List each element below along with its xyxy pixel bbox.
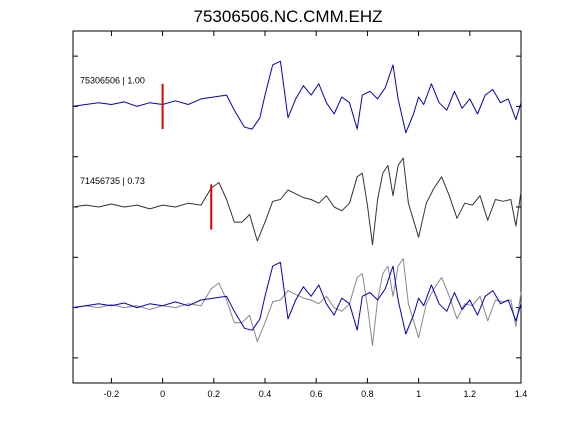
- trace-label: 71456735 | 0.73: [80, 176, 145, 186]
- trace-line: [72, 258, 522, 346]
- x-tick-label: 1.4: [515, 389, 528, 399]
- x-tick-label: 0: [160, 389, 165, 399]
- chart-title: 75306506.NC.CMM.EHZ: [193, 7, 383, 26]
- x-tick-label: 0.6: [310, 389, 323, 399]
- x-tick-label: 1.2: [464, 389, 477, 399]
- trace-line: [72, 60, 522, 134]
- x-tick-label: -0.2: [104, 389, 120, 399]
- x-tick-label: 0.4: [259, 389, 272, 399]
- trace-line: [72, 157, 522, 246]
- x-tick-label: 0.2: [208, 389, 221, 399]
- x-tick-label: 1: [416, 389, 421, 399]
- trace-line: [72, 261, 522, 335]
- trace-label: 75306506 | 1.00: [80, 75, 145, 85]
- x-tick-label: 0.8: [361, 389, 374, 399]
